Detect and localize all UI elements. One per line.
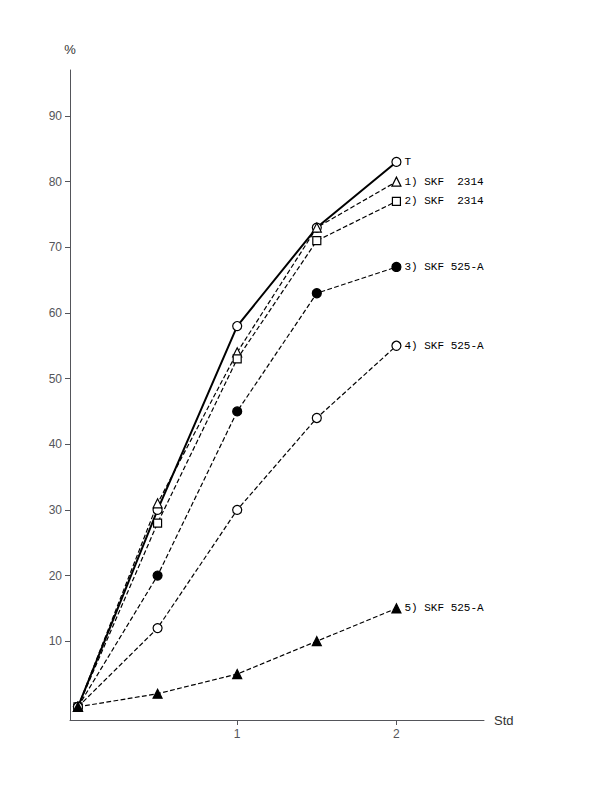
svg-text:60: 60	[49, 306, 63, 320]
svg-text:5) SKF 525-A: 5) SKF 525-A	[404, 602, 484, 614]
svg-text:2: 2	[393, 727, 400, 741]
svg-text:%: %	[64, 42, 76, 57]
svg-text:1: 1	[234, 727, 241, 741]
svg-text:4) SKF 525-A: 4) SKF 525-A	[404, 340, 484, 352]
svg-text:1) SKF 2314: 1) SKF 2314	[404, 176, 484, 188]
svg-text:80: 80	[49, 175, 63, 189]
svg-text:40: 40	[49, 437, 63, 451]
svg-text:10: 10	[49, 634, 63, 648]
svg-text:Std: Std	[494, 713, 514, 728]
svg-text:70: 70	[49, 240, 63, 254]
svg-text:T: T	[404, 156, 411, 168]
svg-text:50: 50	[49, 372, 63, 386]
svg-text:2) SKF 2314: 2) SKF 2314	[404, 195, 484, 207]
svg-text:20: 20	[49, 569, 63, 583]
svg-text:90: 90	[49, 109, 63, 123]
svg-text:30: 30	[49, 503, 63, 517]
svg-text:3) SKF 525-A: 3) SKF 525-A	[404, 261, 484, 273]
